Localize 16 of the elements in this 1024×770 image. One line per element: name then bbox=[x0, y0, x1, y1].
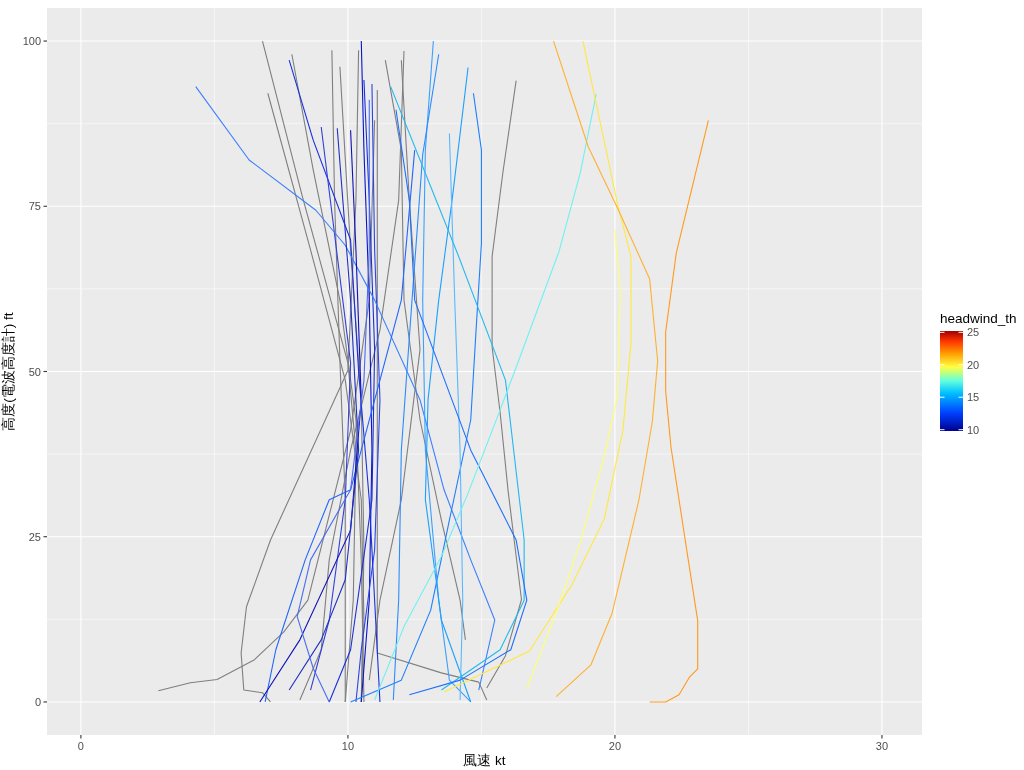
y-tick-label: 100 bbox=[22, 35, 41, 48]
color-bar-label: 10 bbox=[967, 423, 980, 436]
color-bar-label: 15 bbox=[967, 391, 980, 404]
x-axis-title: 風速 kt bbox=[463, 753, 506, 768]
x-tick-label: 30 bbox=[875, 740, 889, 752]
color-bar-label: 20 bbox=[967, 358, 980, 371]
x-tick-label: 0 bbox=[77, 740, 84, 752]
y-tick-label: 50 bbox=[28, 365, 41, 378]
color-bar-title: headwind_th bbox=[940, 311, 1017, 326]
x-tick-label: 20 bbox=[608, 740, 622, 752]
x-tick-label: 10 bbox=[341, 740, 355, 752]
y-axis-title: 高度(電波高度計) ft bbox=[1, 312, 16, 431]
y-tick-label: 75 bbox=[28, 200, 41, 213]
color-bar-label: 25 bbox=[967, 326, 980, 339]
y-tick-label: 25 bbox=[28, 530, 41, 543]
y-tick-label: 0 bbox=[34, 695, 41, 708]
